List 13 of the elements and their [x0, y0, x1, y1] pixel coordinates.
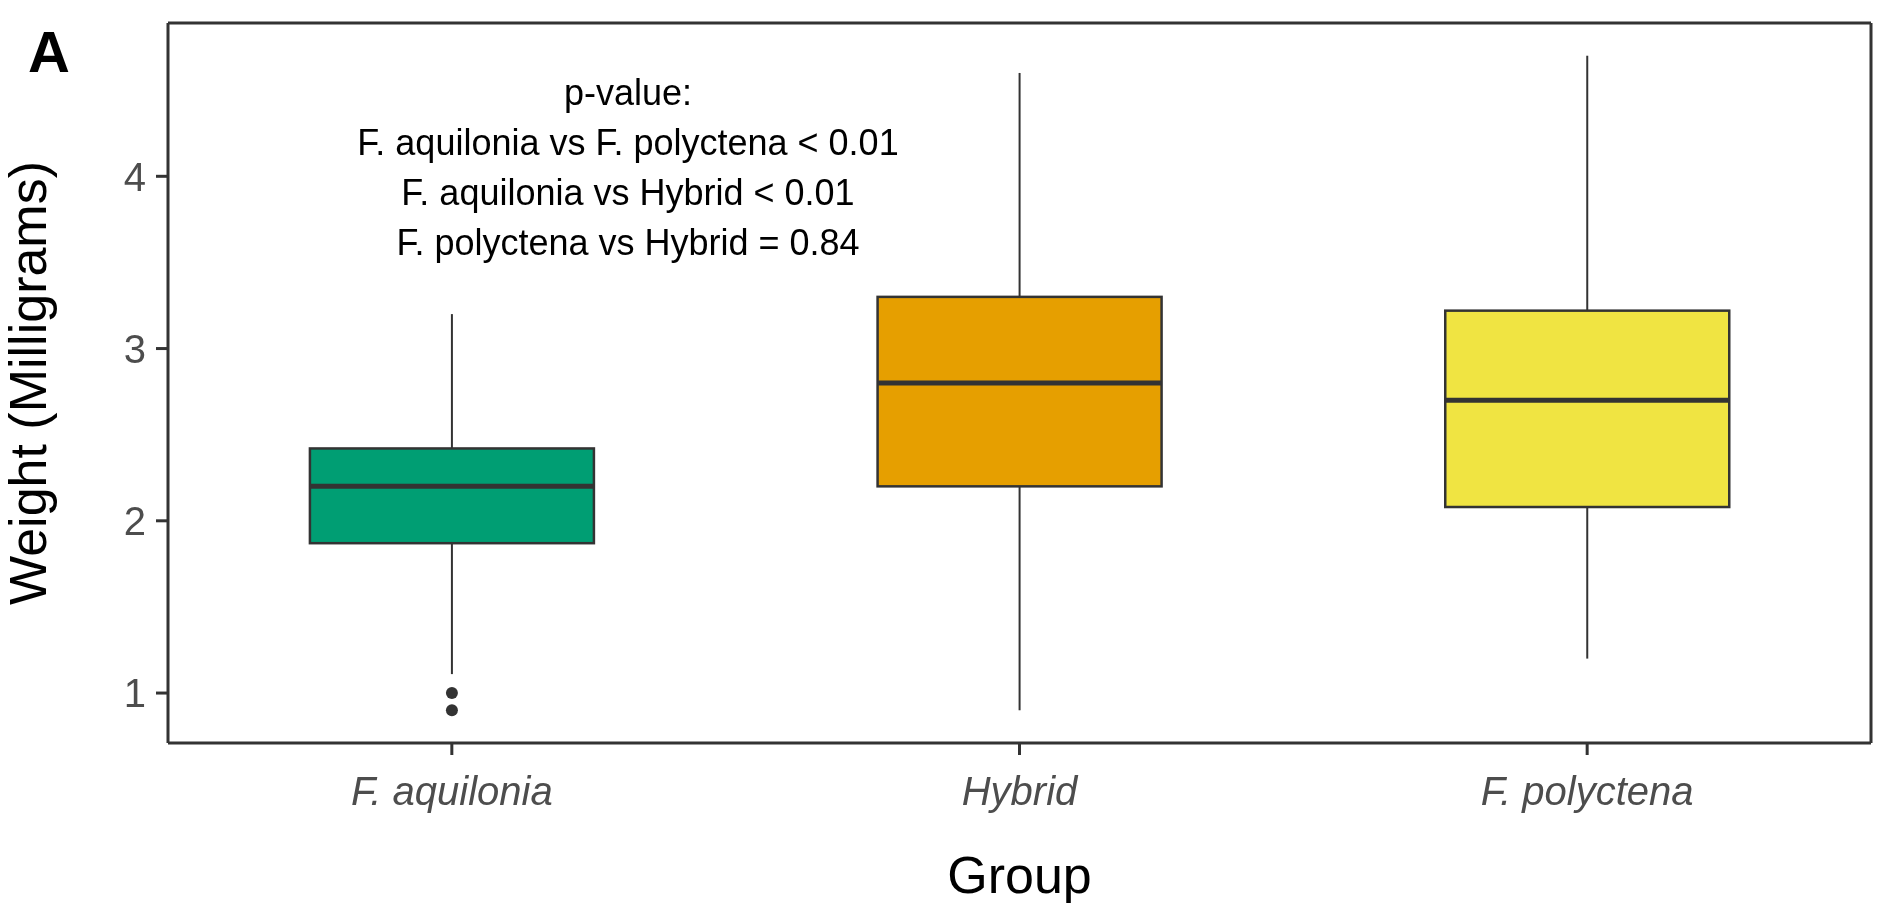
y-tick-label: 2 — [123, 499, 146, 543]
annotation: p-value: — [562, 71, 694, 115]
y-tick-label: 1 — [123, 671, 146, 716]
y-axis-title: Weight (Milligrams) — [0, 161, 58, 605]
x-tick-label: F. polyctena — [1480, 769, 1694, 814]
x-tick-label: Hybrid — [961, 769, 1080, 814]
annotation: F. aquilonia vs Hybrid < 0.01 — [400, 171, 856, 215]
text: A — [28, 18, 70, 85]
x-tick-label: F. aquilonia — [351, 769, 553, 814]
y-tick-label: 4 — [123, 154, 146, 199]
annotation: F. polyctena vs Hybrid = 0.84 — [395, 221, 861, 265]
annotation: F. aquilonia vs F. polyctena < 0.01 — [356, 121, 900, 165]
y-tick-label: 3 — [123, 326, 146, 371]
